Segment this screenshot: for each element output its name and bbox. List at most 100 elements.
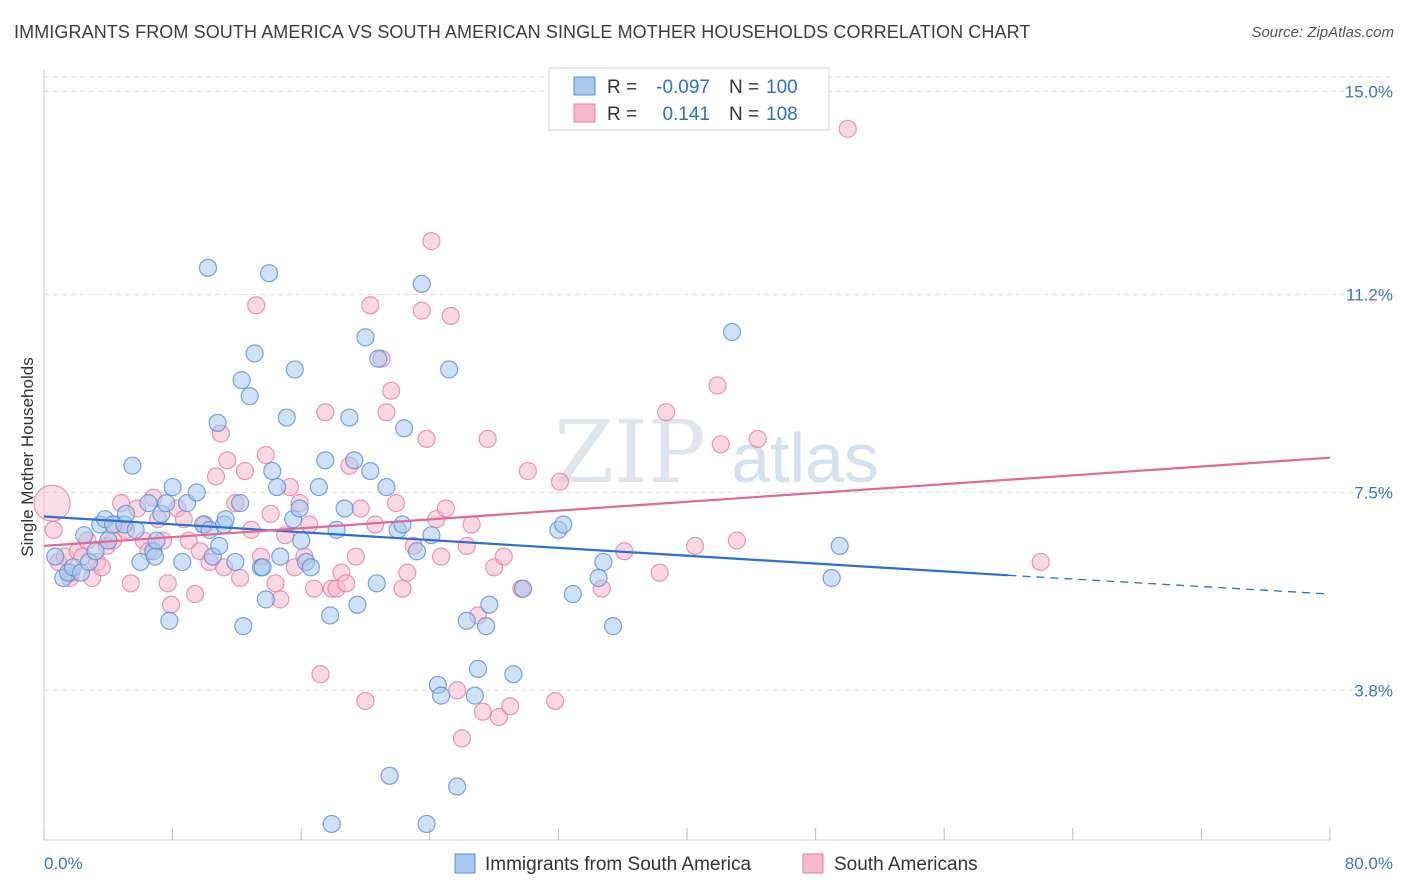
point-south-americans-77 — [431, 547, 451, 566]
point-immigrants-33 — [210, 536, 229, 556]
point-south-americans-1 — [44, 520, 63, 539]
axes — [43, 70, 1331, 841]
point-immigrants-41 — [245, 344, 264, 363]
point-immigrants-88 — [513, 579, 533, 598]
point-immigrants-55 — [301, 558, 320, 577]
point-immigrants-5 — [75, 526, 94, 545]
y-tick-label-0: 3.8% — [1354, 681, 1393, 700]
point-immigrants-68 — [369, 349, 388, 368]
point-south-americans-29 — [186, 584, 205, 604]
point-immigrants-15 — [126, 520, 145, 539]
point-immigrants-51 — [285, 360, 304, 379]
point-south-americans-74 — [417, 429, 436, 449]
point-south-americans-24 — [158, 574, 177, 593]
point-immigrants-44 — [256, 590, 275, 609]
series-immigrants-south-america — [46, 258, 849, 834]
point-immigrants-24 — [163, 477, 182, 497]
point-immigrants-56 — [309, 477, 328, 497]
point-immigrants-67 — [367, 574, 386, 593]
point-immigrants-95 — [722, 322, 742, 342]
point-south-americans-67 — [377, 403, 396, 422]
y-tick-label-3: 15.0% — [1345, 82, 1393, 101]
point-immigrants-32 — [208, 413, 227, 433]
source-label: Source: ZipAtlas.com — [1251, 24, 1394, 41]
legend-box — [548, 67, 830, 131]
trend-line-south-americans — [43, 456, 1331, 548]
point-south-americans-85 — [473, 702, 492, 721]
watermark: ZIP atlas — [554, 403, 879, 503]
point-immigrants-27 — [187, 483, 206, 502]
point-immigrants-90 — [554, 515, 573, 534]
y-tick-label-2: 11.2% — [1346, 286, 1393, 305]
point-south-americans-82 — [457, 536, 476, 556]
series-south-americans — [33, 119, 1050, 748]
point-immigrants-94 — [603, 617, 623, 636]
point-immigrants-14 — [123, 456, 142, 475]
point-south-americans-103 — [748, 429, 767, 449]
point-south-americans-53 — [304, 579, 324, 598]
point-immigrants-96 — [822, 568, 841, 588]
point-south-americans-105 — [1031, 552, 1050, 572]
point-south-americans-38 — [231, 568, 250, 588]
y-tick-labels: 3.8% 7.5% 11.2% 15.0% — [1345, 82, 1393, 700]
point-immigrants-43 — [253, 558, 272, 577]
watermark-atlas: atlas — [731, 419, 879, 497]
point-immigrants-76 — [417, 814, 436, 834]
point-south-americans-68 — [382, 381, 401, 400]
point-immigrants-70 — [380, 766, 399, 785]
point-immigrants-36 — [226, 552, 245, 572]
point-immigrants-29 — [198, 258, 218, 277]
point-south-americans-33 — [206, 467, 226, 486]
trend-lines — [43, 456, 1331, 595]
point-south-americans-97 — [650, 563, 669, 582]
point-immigrants-63 — [345, 451, 364, 470]
legend-r-value-1: -0.097 — [656, 77, 710, 98]
point-south-americans-93 — [546, 691, 565, 711]
series-legend: Immigrants from South America South Amer… — [454, 853, 978, 875]
point-immigrants-64 — [348, 595, 367, 614]
point-south-americans-17 — [121, 574, 140, 593]
point-immigrants-17 — [139, 494, 158, 513]
point-immigrants-97 — [830, 536, 849, 556]
point-south-americans-70 — [393, 579, 412, 598]
point-immigrants-59 — [322, 814, 341, 834]
point-south-americans-25 — [161, 595, 181, 614]
point-immigrants-39 — [234, 617, 253, 636]
legend-n-label-1: N = — [729, 77, 759, 98]
point-south-americans-44 — [261, 504, 280, 523]
x-tick-label-min: 0.0% — [44, 854, 83, 873]
point-south-americans-0 — [33, 484, 71, 522]
point-south-americans-89 — [494, 547, 513, 566]
point-south-americans-52 — [300, 515, 319, 534]
point-immigrants-52 — [290, 499, 309, 518]
point-immigrants-92 — [589, 568, 608, 588]
legend-swatch-blue — [573, 76, 596, 96]
point-south-americans-69 — [386, 494, 406, 513]
legend-n-value-2: 108 — [766, 104, 798, 125]
series-legend-label-pink: South Americans — [834, 854, 978, 875]
point-immigrants-72 — [393, 515, 412, 534]
point-immigrants-46 — [263, 461, 282, 481]
point-south-americans-83 — [462, 515, 481, 534]
trend-line-immigrants — [43, 515, 1009, 577]
point-immigrants-19 — [145, 547, 165, 566]
point-immigrants-22 — [157, 494, 176, 513]
point-immigrants-48 — [271, 547, 290, 566]
point-immigrants-35 — [216, 510, 235, 529]
point-south-americans-81 — [452, 729, 472, 748]
point-immigrants-87 — [504, 665, 523, 684]
point-immigrants-57 — [316, 451, 335, 470]
series-legend-label-blue: Immigrants from South America — [485, 854, 752, 875]
y-tick-label-1: 7.5% — [1354, 483, 1393, 502]
series-legend-swatch-pink — [802, 853, 824, 874]
trend-line-immigrants-projection — [1008, 574, 1331, 595]
point-south-americans-101 — [711, 435, 730, 454]
point-south-americans-104 — [838, 119, 857, 138]
series-legend-swatch-blue — [454, 853, 476, 874]
point-south-americans-75 — [422, 232, 441, 251]
point-south-americans-55 — [316, 403, 335, 422]
point-immigrants-80 — [439, 360, 459, 379]
point-immigrants-82 — [457, 611, 476, 630]
point-immigrants-37 — [231, 494, 250, 513]
point-immigrants-81 — [448, 777, 467, 796]
